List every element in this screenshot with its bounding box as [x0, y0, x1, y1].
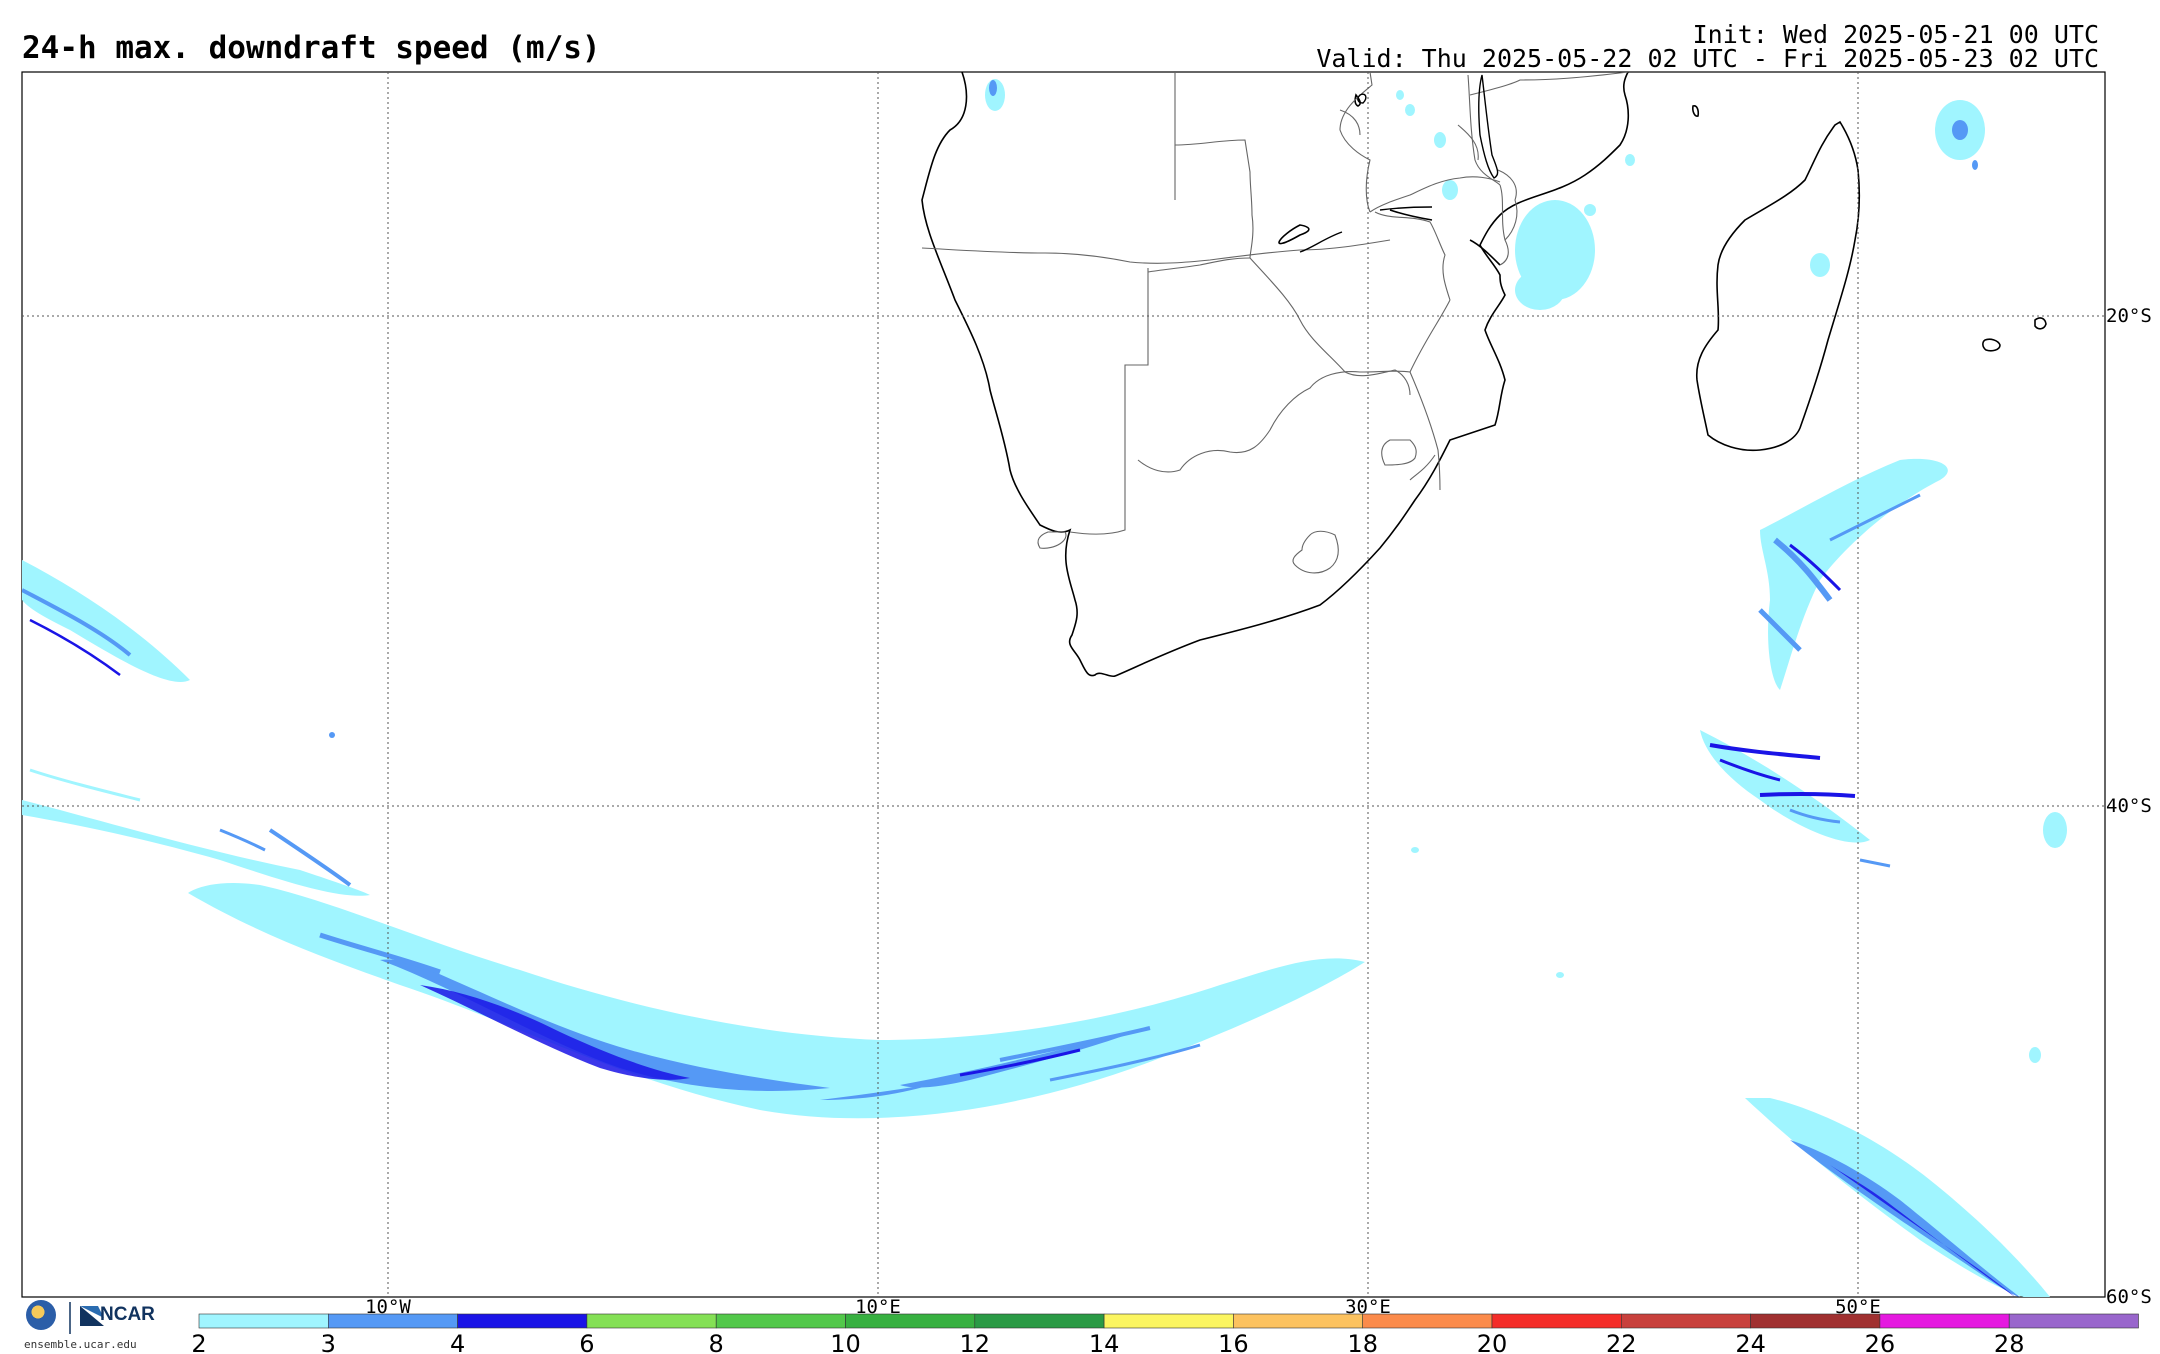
lat-label-40s: 40°S [2106, 795, 2152, 817]
colorbar-tick-label: 20 [1477, 1330, 1508, 1354]
lakes [1299, 74, 1499, 253]
colorbar-tick-label: 24 [1735, 1330, 1766, 1354]
colorbar [198, 1313, 2139, 1329]
colorbar-ticks: 2 3 4 6 8 10 12 14 16 18 20 22 24 26 28 [191, 1330, 2024, 1354]
colorbar-tick-label: 26 [1865, 1330, 1896, 1354]
colorbar-tick-label: 18 [1347, 1330, 1378, 1354]
ncar-logo-mark [69, 1302, 104, 1334]
colorbar-segment [1750, 1313, 1881, 1329]
map-frame [21, 71, 2106, 1298]
lat-label-20s: 20°S [2106, 305, 2152, 327]
colorbar-tick-label: 16 [1218, 1330, 1249, 1354]
colorbar-segment [1362, 1313, 1493, 1329]
lat-label-60s: 60°S [2106, 1286, 2152, 1308]
colorbar-segment [198, 1313, 329, 1329]
downdraft-streaks-west [22, 560, 370, 896]
colorbar-segment [1879, 1313, 2010, 1329]
colorbar-tick-label: 2 [191, 1330, 206, 1354]
colorbar-segment [845, 1313, 976, 1329]
colorbar-tick-label: 8 [709, 1330, 724, 1354]
lon-label-10e: 10°E [855, 1296, 901, 1318]
valid-period: Valid: Thu 2025-05-22 02 UTC - Fri 2025-… [1316, 44, 2099, 73]
colorbar-tick-label: 12 [960, 1330, 991, 1354]
colorbar-segment [1621, 1313, 1751, 1329]
credit-url: ensemble.ucar.edu [24, 1338, 137, 1351]
colorbar-segment [1233, 1313, 1364, 1329]
colorbar-tick-label: 6 [579, 1330, 594, 1354]
colorbar-segment [457, 1313, 588, 1329]
lon-label-50e: 50°E [1835, 1296, 1881, 1318]
downdraft-band-indian-ocean [1700, 458, 2050, 1297]
colorbar-tick-label: 14 [1089, 1330, 1120, 1354]
downdraft-band-atlantic [188, 882, 1365, 1119]
init-time: Init: Wed 2025-05-21 00 UTC [1692, 20, 2099, 49]
colorbar-segment [586, 1313, 717, 1329]
coastlines [921, 72, 2047, 678]
nsf-logo [26, 1300, 56, 1330]
colorbar-segment [2008, 1313, 2139, 1329]
colorbar-tick-label: 3 [321, 1330, 336, 1354]
colorbar-segment [327, 1313, 458, 1329]
country-borders [921, 72, 1629, 574]
colorbar-segment [1491, 1313, 1622, 1329]
lon-label-10w: 10°W [365, 1296, 411, 1318]
colorbar-tick-label: 4 [450, 1330, 465, 1354]
lon-label-30e: 30°E [1345, 1296, 1391, 1318]
colorbar-segment [1103, 1313, 1234, 1329]
map-title: 24-h max. downdraft speed (m/s) [22, 30, 601, 66]
colorbar-tick-label: 28 [1994, 1330, 2025, 1354]
colorbar-tick-label: 10 [830, 1330, 861, 1354]
graticule [22, 72, 2105, 1297]
downdraft-scattered-cells-strong [329, 80, 1978, 738]
colorbar-tick-label: 22 [1606, 1330, 1637, 1354]
colorbar-segment [974, 1313, 1105, 1329]
colorbar-segment [715, 1313, 846, 1329]
ncar-logo-text: NCAR [100, 1304, 155, 1325]
